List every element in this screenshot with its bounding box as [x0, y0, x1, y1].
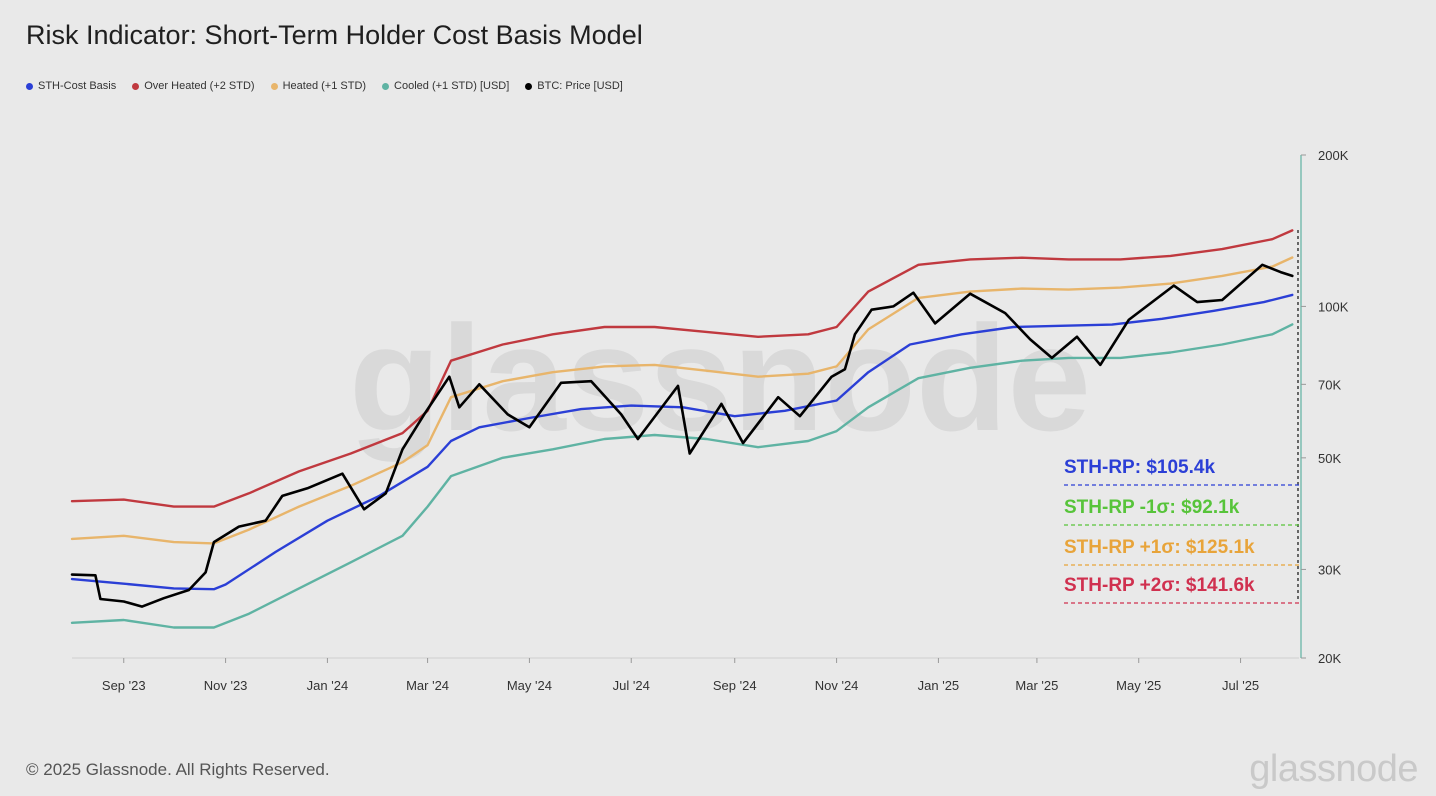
legend-dot-icon [270, 82, 278, 90]
annotation-label: STH-RP +1σ: $125.1k [1064, 537, 1255, 558]
legend-item-cooled[interactable]: Cooled (+1 STD) [USD] [382, 80, 509, 92]
x-tick-label: Nov '24 [815, 678, 859, 693]
y-tick-label: 50K [1318, 451, 1341, 466]
x-tick-label: Jan '25 [918, 678, 960, 693]
legend-item-heated[interactable]: Heated (+1 STD) [270, 80, 367, 92]
legend-label: Over Heated (+2 STD) [144, 80, 255, 92]
legend-dot-icon [382, 82, 390, 90]
x-tick-label: Sep '23 [102, 678, 146, 693]
x-tick-label: Nov '23 [204, 678, 248, 693]
series-line-btc-price-usd [70, 263, 1294, 608]
y-tick-label: 20K [1318, 651, 1341, 666]
copyright-text: © 2025 Glassnode. All Rights Reserved. [26, 760, 330, 779]
annotation-label: STH-RP +2σ: $141.6k [1064, 575, 1255, 596]
legend-dot-icon [525, 82, 533, 90]
legend-label: STH-Cost Basis [38, 80, 117, 92]
series-line-heated-1-std [70, 256, 1294, 545]
x-tick-label: Mar '25 [1015, 678, 1058, 693]
chart-title: Risk Indicator: Short-Term Holder Cost B… [26, 20, 643, 50]
legend-label: Cooled (+1 STD) [USD] [394, 80, 510, 92]
legend-dot-icon [26, 82, 33, 90]
x-tick-label: Jul '24 [613, 678, 650, 693]
legend-item-over-heated[interactable]: Over Heated (+2 STD) [132, 80, 255, 92]
annotation-label: STH-RP: $105.4k [1064, 457, 1215, 478]
x-tick-label: Jul '25 [1222, 678, 1259, 693]
annotation-label: STH-RP -1σ: $92.1k [1064, 497, 1240, 518]
legend-item-btc-price[interactable]: BTC: Price [USD] [525, 80, 623, 92]
y-tick-label: 100K [1318, 299, 1349, 314]
chart-legend: STH-Cost Basis Over Heated (+2 STD) Heat… [26, 80, 623, 92]
series-line-sth-cost-basis [70, 293, 1294, 591]
legend-dot-icon [132, 82, 140, 90]
watermark-text: glassnode [349, 294, 1091, 462]
legend-label: Heated (+1 STD) [282, 80, 367, 92]
y-tick-label: 30K [1318, 562, 1341, 577]
legend-item-sth-cost-basis[interactable]: STH-Cost Basis [26, 80, 116, 92]
y-tick-label: 70K [1318, 377, 1341, 392]
legend-label: BTC: Price [USD] [537, 80, 623, 92]
x-tick-label: Sep '24 [713, 678, 757, 693]
x-tick-label: May '24 [507, 678, 552, 693]
y-tick-label: 200K [1318, 148, 1349, 163]
x-tick-label: May '25 [1116, 678, 1161, 693]
x-tick-label: Mar '24 [406, 678, 449, 693]
x-tick-label: Jan '24 [307, 678, 349, 693]
series-line-over-heated-2-std [70, 229, 1294, 508]
brand-logo: glassnode [1249, 748, 1418, 790]
